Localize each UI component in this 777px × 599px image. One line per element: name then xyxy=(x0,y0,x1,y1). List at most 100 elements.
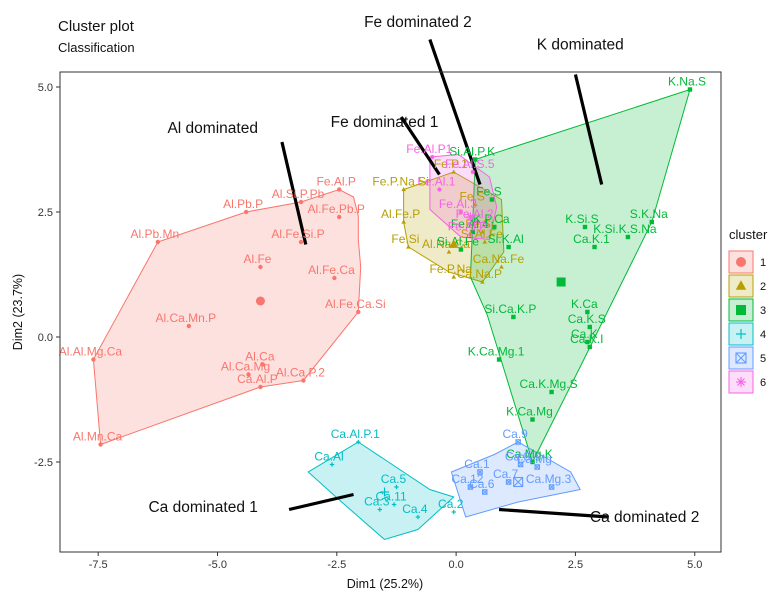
annotation-text-4: Ca dominated 1 xyxy=(148,499,257,516)
cluster-2-point-4 xyxy=(446,249,452,254)
cluster-3-point-9 xyxy=(625,234,631,240)
cluster-1-label-12: Ca.Al.P xyxy=(237,372,278,386)
cluster-4-label-4: Ca.3 xyxy=(364,495,390,509)
y-tick-label-1: 0.0 xyxy=(38,332,53,344)
cluster-3-label-19: Ca.Mg.K xyxy=(506,447,553,461)
cluster-6-point-2 xyxy=(437,187,442,192)
legend-marker-2 xyxy=(735,280,747,290)
cluster-1-label-0: Al.Pb.Mn xyxy=(130,227,179,241)
cluster-hulls xyxy=(92,88,691,541)
annotation-text-2: Fe dominated 2 xyxy=(364,14,472,31)
cluster-1-point-5 xyxy=(298,239,304,245)
cluster-1-point-11 xyxy=(301,378,306,383)
cluster-2-point-7 xyxy=(499,264,504,269)
cluster-1-point-1 xyxy=(243,209,249,215)
cluster-1-center xyxy=(255,296,265,306)
cluster-4-point-0 xyxy=(356,439,361,445)
chart-title: Cluster plot xyxy=(58,18,135,35)
cluster-3-point-17 xyxy=(549,389,554,395)
legend-label-6: 6 xyxy=(760,377,766,389)
cluster-6-point-4 xyxy=(475,219,480,225)
cluster-2-label-9: Fe.S xyxy=(460,190,485,204)
cluster-3-label-14: Ca.K.I xyxy=(570,332,603,346)
legend-label-4: 4 xyxy=(760,329,766,341)
y-tick-label-2: 2.5 xyxy=(38,207,53,219)
x-tick-label-3: 0.0 xyxy=(448,559,463,571)
cluster-1-label-3: Fe.Al.P xyxy=(317,175,356,189)
cluster-2-point-5 xyxy=(451,274,457,279)
cluster-2-point-1 xyxy=(451,169,457,174)
legend-marker-1 xyxy=(736,257,746,267)
cluster-4-center xyxy=(380,487,390,497)
chart-subtitle: Classification xyxy=(58,40,135,55)
cluster-1-label-9: Al.Ca.Mn.P xyxy=(156,311,217,325)
x-tick-label-4: 2.5 xyxy=(568,559,583,571)
cluster-5-label-2: Ca.1 xyxy=(464,457,490,471)
plot-panel-border xyxy=(59,71,722,553)
cluster-2-point-0 xyxy=(401,186,406,192)
cluster-3-point-11 xyxy=(585,309,590,315)
annotation-texts: Al dominated Fe dominated 1 Fe dominated 2… xyxy=(148,14,699,526)
cluster-2-label-3: Fe.Si xyxy=(391,232,419,246)
cluster-1-label-1: Al.Pb.P xyxy=(223,197,263,211)
cluster-3-point-15 xyxy=(511,314,516,320)
cluster-3-point-6 xyxy=(458,247,464,252)
cluster-2-point-10 xyxy=(480,229,485,234)
cluster-4-label-6: Ca.2 xyxy=(438,497,464,511)
cluster-3-point-0 xyxy=(687,87,693,92)
cluster-6-label-2: Fe.Al.1 xyxy=(417,175,455,189)
cluster-4-label-3: Ca.11 xyxy=(376,490,407,504)
cluster-3-point-12 xyxy=(587,324,592,330)
cluster-5-label-7: Ca.12 xyxy=(451,472,483,486)
x-tick-label-5: 5.0 xyxy=(687,559,702,571)
cluster-2-label-10: Fe.Si xyxy=(465,217,493,231)
legend-marker-3 xyxy=(736,305,746,315)
cluster-1-label-4: Al.Fe.Pb.P xyxy=(308,202,365,216)
cluster-4-label-1: Ca.Al xyxy=(314,450,343,464)
cluster-1-label-13: Al.Ca.Mg xyxy=(221,360,270,374)
cluster-1-label-14: Al.Ca xyxy=(245,350,275,364)
cluster-1-point-9 xyxy=(186,323,192,329)
cluster-1-hull xyxy=(92,188,362,446)
cluster-2-label-2: Al.Fe.P xyxy=(381,207,420,221)
legend-label-3: 3 xyxy=(760,305,766,317)
cluster-5-point-5 xyxy=(548,484,555,490)
cluster-1-point-14 xyxy=(260,362,266,367)
cluster-1-label-10: Al.Al.Mg.Ca xyxy=(59,345,123,359)
cluster-3-point-3 xyxy=(492,224,497,230)
cluster-3-label-11: K.Ca xyxy=(571,297,598,311)
cluster-6-label-3: Fe.Al.3 xyxy=(439,197,477,211)
cluster-3-label-0: K.Na.S xyxy=(668,75,706,89)
cluster-3-label-8: S.K.Na xyxy=(630,207,668,221)
cluster-2-label-7: Ca.Na.Fe xyxy=(473,252,525,266)
cluster-3-label-17: Ca.K.Mg.S xyxy=(520,377,578,391)
cluster-2-point-8 xyxy=(482,239,488,244)
annotation-line-0 xyxy=(280,141,308,245)
cluster-3-label-12: Ca.K.S xyxy=(568,312,606,326)
cluster-3-point-19 xyxy=(530,459,535,465)
legend-marker-4 xyxy=(736,329,746,339)
cluster-5-point-1 xyxy=(517,461,524,468)
y-axis-title: Dim2 (23.7%) xyxy=(11,274,25,350)
cluster-1-point-4 xyxy=(336,214,342,220)
legend-label-5: 5 xyxy=(760,353,766,365)
cluster-3-point-16 xyxy=(496,357,502,362)
cluster-3-label-1: Si.Al.P.K xyxy=(449,145,495,159)
x-tick-label-2: -2.5 xyxy=(327,559,346,571)
cluster-1-point-0 xyxy=(155,239,161,245)
point-labels: Al.Pb.MnAl.Pb.PAl.Si.P.PbFe.Al.PAl.Fe.Pb… xyxy=(59,75,706,517)
cluster-5-point-3 xyxy=(482,489,488,495)
legend-title: cluster xyxy=(729,227,768,242)
cluster-5-label-6: Ca.7 xyxy=(493,467,519,481)
cluster-6-label-0: Fe.Al.P1 xyxy=(406,142,452,156)
x-tick-label-0: -7.5 xyxy=(89,559,108,571)
cluster-5-label-0: Ca.9 xyxy=(502,427,528,441)
cluster-2-center xyxy=(449,239,459,248)
axes: -7.5 -5.0 -2.5 0.0 2.5 5.0 -2.5 0.0 2.5 5.0 xyxy=(34,82,702,571)
cluster-5-label-1: Ca.8 xyxy=(505,450,531,464)
cluster-1-point-2 xyxy=(298,199,304,205)
annotation-line-3 xyxy=(573,74,604,185)
cluster-3-label-18: K.Ca.Mg xyxy=(506,405,553,419)
cluster-2-label-6: Ca.Na.P xyxy=(457,267,502,281)
